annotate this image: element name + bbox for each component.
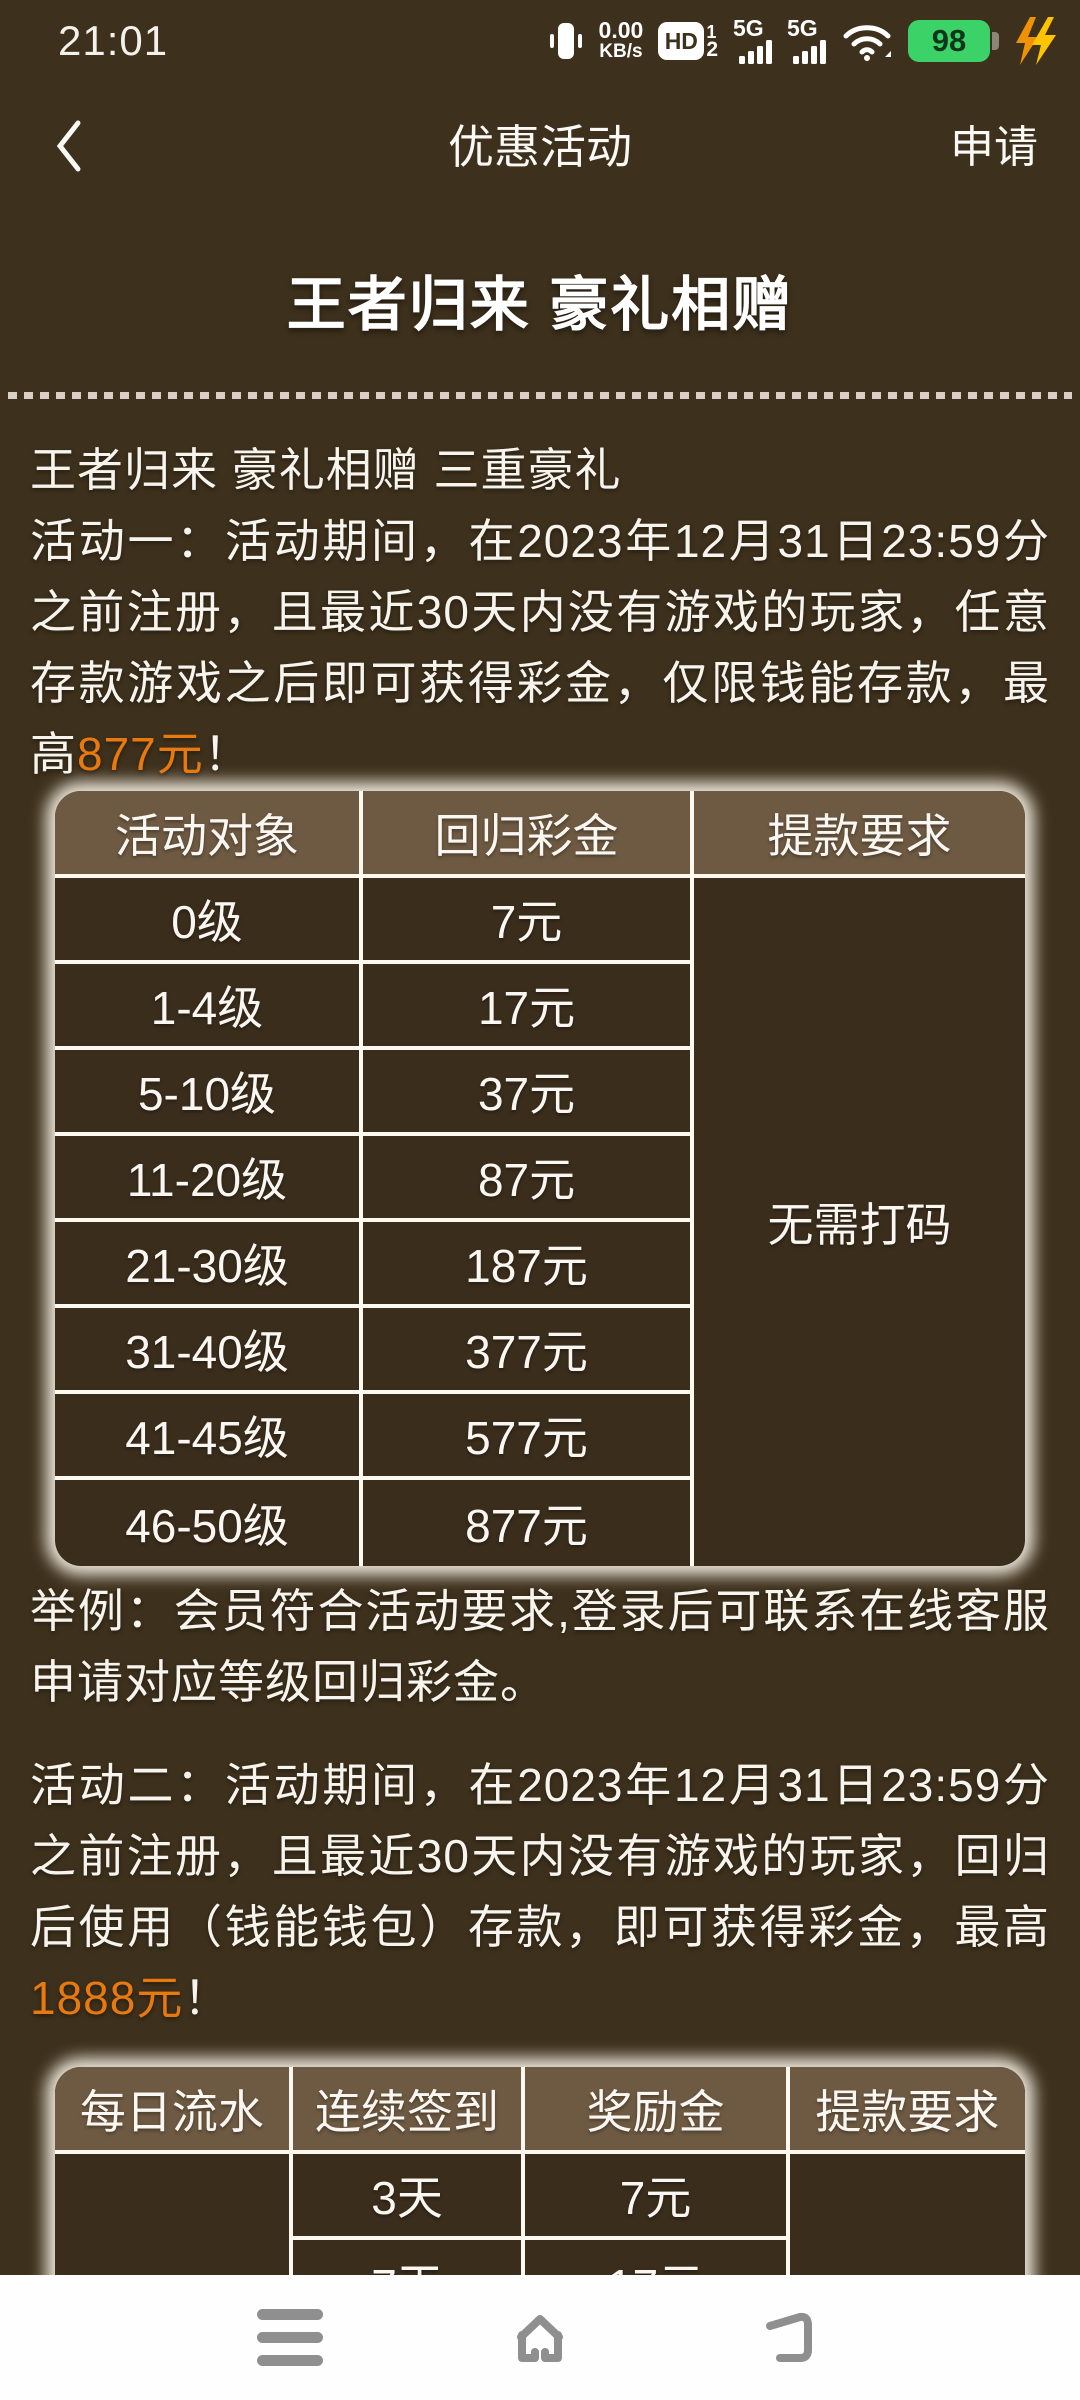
table2-cell: 7天 <box>293 2240 526 2275</box>
signal-sim1-icon: 5G <box>733 15 772 64</box>
page-title: 优惠活动 <box>448 121 632 173</box>
table1-cell: 37元 <box>363 1050 695 1136</box>
activity1-text: 活动一：活动期间，在2023年12月31日23:59分之前注册，且最近30天内没… <box>30 515 1050 780</box>
sim1-index: 1 <box>706 22 717 42</box>
table1-merged-requirement: 无需打码 <box>767 1199 952 1251</box>
battery-indicator: 98 <box>908 20 999 62</box>
promo-content: 王者归来 豪礼相赠 王者归来 豪礼相赠 三重豪礼 活动一：活动期间，在2023年… <box>0 191 1080 2275</box>
table1-cell: 41-45级 <box>55 1394 364 1480</box>
status-bar: 21:01 0.00 KB/s HD 1 2 5G <box>0 0 1080 76</box>
table1-header-target: 活动对象 <box>55 791 364 878</box>
net-speed-value: 0.00 <box>598 17 644 43</box>
network-speed: 0.00 KB/s <box>599 19 644 63</box>
activity1-amount: 877元 <box>77 728 204 780</box>
promo-heading: 王者归来 豪礼相赠 <box>286 272 794 338</box>
table2-header-reward: 奖励金 <box>525 2067 790 2154</box>
clock: 21:01 <box>58 17 169 64</box>
activity2-amount: 1888元 <box>30 1972 184 2024</box>
table1-cell: 46-50级 <box>55 1480 364 1566</box>
table1-cell: 31-40级 <box>55 1308 364 1394</box>
table2-header-requirement: 提款要求 <box>789 2067 1025 2154</box>
hd-badge: HD <box>658 22 705 60</box>
table1-cell: 0级 <box>55 878 364 964</box>
intro-line: 王者归来 豪礼相赠 三重豪礼 <box>30 444 622 496</box>
wifi-icon <box>843 25 891 61</box>
table1-cell: 21-30级 <box>55 1222 364 1308</box>
table1-cell: 7元 <box>363 878 695 964</box>
table1-cell: 877元 <box>363 1480 695 1566</box>
dashed-divider <box>8 392 1072 399</box>
table2-header-turnover: 每日流水 <box>55 2067 293 2154</box>
table2-cell: 3天 <box>292 2154 526 2240</box>
network1-label: 5G <box>733 15 764 41</box>
table1-cell: 1-4级 <box>55 964 364 1050</box>
activity2-text: 活动二：活动期间，在2023年12月31日23:59分之前注册，且最近30天内没… <box>30 1759 1050 1953</box>
table2-header-signin: 连续签到 <box>292 2067 526 2154</box>
status-icons: 0.00 KB/s HD 1 2 5G 5G <box>548 15 1058 67</box>
example-note: 举例：会员符合活动要求,登录后可联系在线客服申请对应等级回归彩金。 <box>30 1585 1050 1708</box>
activity1-paragraph: 活动一：活动期间，在2023年12月31日23:59分之前注册，且最近30天内没… <box>30 506 1050 790</box>
table2-merged-requirement <box>790 2154 1025 2275</box>
recents-icon <box>257 2309 323 2366</box>
system-navigation-bar <box>0 2275 1080 2400</box>
recents-button[interactable] <box>257 2308 323 2368</box>
table2-cell: 7元 <box>525 2154 790 2240</box>
table1-cell: 87元 <box>363 1136 695 1222</box>
table1-cell: 5-10级 <box>55 1050 364 1136</box>
table2-cell: 17元 <box>525 2240 790 2275</box>
return-bonus-table: 活动对象 回归彩金 提款要求 0级 7元 无需打码 1-4级 17元 5-10级… <box>55 791 1025 1566</box>
activity2-suffix: ！ <box>183 1972 231 2024</box>
battery-percent: 98 <box>908 20 990 62</box>
table1-cell: 17元 <box>363 964 695 1050</box>
signin-reward-table: 每日流水 连续签到 奖励金 提款要求 3天 7元 7天 17元 <box>55 2067 1025 2275</box>
charging-bolt-icon <box>1016 17 1056 65</box>
back-button[interactable] <box>52 117 86 175</box>
network2-label: 5G <box>787 15 818 41</box>
home-button[interactable] <box>508 2308 572 2368</box>
apply-button[interactable]: 申请 <box>950 123 1038 172</box>
table1-cell: 187元 <box>363 1222 695 1308</box>
nav-bar: 优惠活动 申请 <box>0 76 1080 191</box>
activity1-suffix: ！ <box>203 728 251 780</box>
table2-merged-turnover <box>55 2154 293 2275</box>
table1-cell: 11-20级 <box>55 1136 364 1222</box>
back-nav-icon <box>766 2312 812 2362</box>
net-speed-unit: KB/s <box>599 41 643 62</box>
signal-sim2-icon: 5G <box>787 15 826 64</box>
table1-header-bonus: 回归彩金 <box>363 791 695 878</box>
table1-cell: 377元 <box>363 1308 695 1394</box>
hd-volte-icon: HD 1 2 <box>658 22 718 60</box>
back-chevron-icon <box>56 120 81 172</box>
activity2-paragraph: 活动二：活动期间，在2023年12月31日23:59分之前注册，且最近30天内没… <box>30 1750 1050 2034</box>
sim2-index: 2 <box>706 38 718 61</box>
vibrate-icon <box>549 23 582 59</box>
back-nav-button[interactable] <box>758 2308 822 2368</box>
home-icon <box>517 2314 563 2362</box>
table1-cell: 577元 <box>363 1394 695 1480</box>
table1-header-requirement: 提款要求 <box>694 791 1025 878</box>
